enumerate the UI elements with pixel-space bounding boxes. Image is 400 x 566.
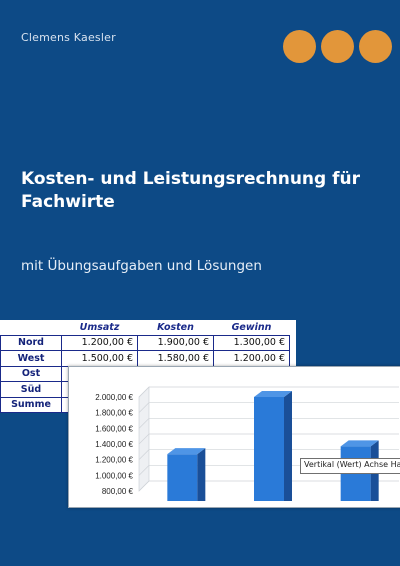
table-cell: 1.580,00 €	[137, 350, 214, 367]
table-cell: 1.900,00 €	[137, 334, 214, 351]
row-label: Summe	[0, 396, 62, 413]
table-cell: 1.200,00 €	[61, 334, 138, 351]
table-header-row: Umsatz Kosten Gewinn	[0, 320, 290, 336]
row-label: Süd	[0, 381, 62, 398]
chart-bar-side	[197, 448, 206, 501]
bar-chart: 2.000,00 € 1.800,00 € 1.600,00 € 1.400,00 €…	[68, 366, 400, 508]
book-subtitle: mit Übungsaufgaben und Lösungen	[21, 258, 262, 274]
row-label: West	[0, 350, 62, 367]
chart-bar-side	[284, 391, 292, 501]
chart-bar	[167, 454, 198, 501]
chart-gridline	[138, 449, 150, 460]
header-blank-cell	[0, 320, 62, 336]
table-row: West 1.500,00 € 1.580,00 € 1.200,00 €	[0, 350, 290, 367]
y-tick-label: 1.200,00 €	[95, 456, 133, 465]
row-label: Nord	[0, 334, 62, 351]
chart-bar-top	[254, 391, 292, 397]
y-tick-label: 800,00 €	[102, 487, 134, 496]
chart-gridline	[138, 402, 150, 413]
chart-tooltip: Vertikal (Wert) Achse Ha	[300, 458, 400, 474]
table-cell: 1.500,00 €	[61, 350, 138, 367]
y-tick-label: 1.800,00 €	[95, 409, 133, 418]
decorative-dots	[283, 30, 392, 63]
chart-bar-top	[167, 448, 206, 455]
header-gewinn: Gewinn	[213, 320, 290, 336]
chart-svg: 2.000,00 € 1.800,00 € 1.600,00 € 1.400,00 €…	[95, 386, 399, 501]
y-tick-label: 1.400,00 €	[95, 440, 133, 449]
chart-gridline	[138, 480, 150, 492]
chart-bar	[254, 397, 284, 501]
row-label: Ost	[0, 365, 62, 382]
y-tick-label: 2.000,00 €	[95, 393, 133, 402]
chart-bar-top	[340, 440, 379, 447]
chart-gridline	[138, 418, 150, 429]
y-tick-label: 1.000,00 €	[95, 471, 133, 480]
chart-gridline	[138, 465, 150, 476]
header-kosten: Kosten	[137, 320, 214, 336]
book-title: Kosten- und Leistungsrechnung für Fachwi…	[21, 169, 360, 212]
table-cell: 1.200,00 €	[213, 350, 290, 367]
table-row: Nord 1.200,00 € 1.900,00 € 1.300,00 €	[0, 334, 290, 351]
orange-dot-icon	[321, 30, 354, 63]
chart-gridline	[138, 433, 150, 445]
y-tick-label: 1.600,00 €	[95, 424, 133, 433]
orange-dot-icon	[283, 30, 316, 63]
author-name: Clemens Kaesler	[21, 31, 116, 44]
orange-dot-icon	[359, 30, 392, 63]
header-umsatz: Umsatz	[61, 320, 138, 336]
chart-gridline	[138, 386, 150, 398]
table-cell: 1.300,00 €	[213, 334, 290, 351]
